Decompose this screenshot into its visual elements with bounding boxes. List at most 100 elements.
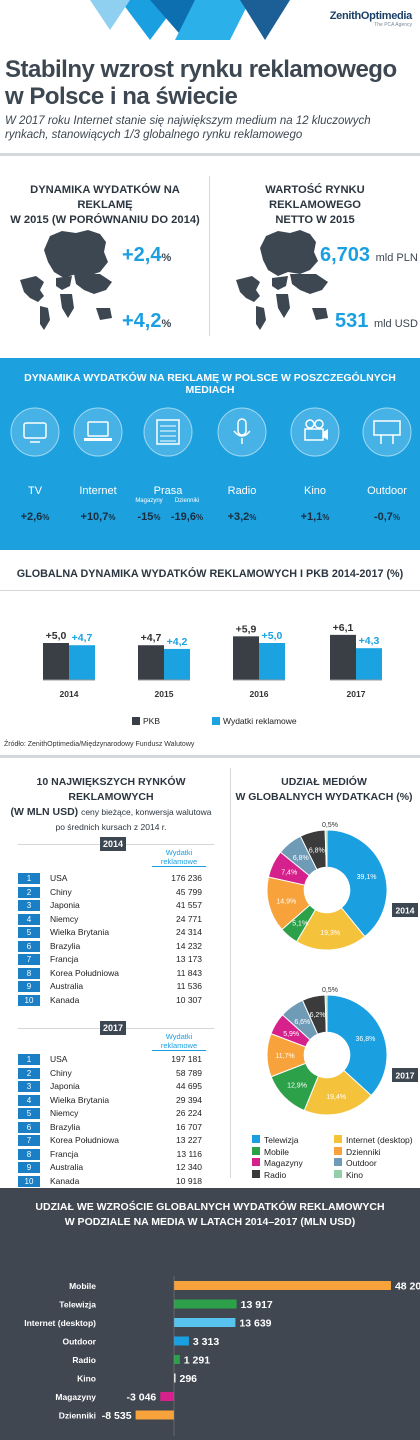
bar-label: +4,2 <box>167 636 188 648</box>
pie-slice-telewizja <box>326 994 388 1097</box>
legend-label: Magazyny <box>264 1158 303 1168</box>
newspaper-icon <box>143 407 193 457</box>
rank-value: 26 224 <box>176 1108 202 1118</box>
rank-value: 44 695 <box>176 1081 202 1091</box>
table-row: 9 Australia 11 536 <box>18 981 214 993</box>
rank-country: Francja <box>50 1148 79 1159</box>
legend-label: Mobile <box>264 1146 290 1157</box>
pie-value-label: 6,8% <box>293 855 309 862</box>
col-header-2017: Wydatki reklamowe <box>152 1032 206 1051</box>
market-value-title-line-2: NETTO W 2015 <box>275 214 355 226</box>
bar-ad-2015 <box>164 648 190 680</box>
media-label-prasa: Prasa <box>153 485 183 497</box>
rank-value: 10 918 <box>176 1175 202 1186</box>
pie-value-label: 39,1% <box>357 874 377 881</box>
col-header-2017-line-1: Wydatki <box>165 1032 193 1041</box>
growth-value-label: 13 639 <box>239 1318 271 1330</box>
legend-label: Telewizja <box>264 1135 299 1145</box>
rank-number: 8 <box>18 1148 40 1160</box>
pie-value-label: 5,1% <box>292 920 308 927</box>
growth-bar-outdoor <box>174 1336 189 1346</box>
legend-label: Kino <box>346 1169 364 1180</box>
rank-country: Kanada <box>50 1175 80 1186</box>
legend-swatch <box>252 1158 260 1166</box>
table-row: 7 Korea Południowa 13 227 <box>18 1135 214 1147</box>
rank-country: Chiny <box>50 1067 72 1078</box>
media-label-internet: Internet <box>79 485 117 497</box>
rank-value: 16 707 <box>176 1121 202 1132</box>
col-header-2017-line-2: reklamowe <box>160 1041 198 1050</box>
media-value-magazyny: -15% <box>137 511 161 523</box>
rank-number: 1 <box>18 1054 40 1065</box>
rank-value: 41 557 <box>176 900 202 910</box>
growth-share-section: UDZIAŁ WE WZROŚCIE GLOBALNYCH WYDATKÓW R… <box>0 1188 420 1440</box>
world-map-icon-2 <box>236 274 328 330</box>
rank-country: Francja <box>50 954 79 964</box>
media-value-kino: +1,1% <box>300 511 330 523</box>
bar-ad-2014 <box>69 645 95 680</box>
rank-country: Japonia <box>50 900 80 910</box>
legend-swatch <box>252 1135 260 1143</box>
bar-pkb-2016 <box>233 636 259 680</box>
table-row: 3 Japonia 44 695 <box>18 1081 214 1093</box>
rank-number: 8 <box>18 967 40 979</box>
dynamics-title-line-1: DYNAMIKA WYDATKÓW NA REKLAMĘ <box>30 184 180 211</box>
growth-bar-magazyny <box>160 1392 174 1401</box>
growth-value-label: 13 917 <box>241 1299 273 1311</box>
brand-logo: ZenithOptimedia The PCA Agency <box>330 10 413 28</box>
source-note: Źródło: ZenithOptimedia/Międzynarodowy F… <box>4 741 195 748</box>
pie-value-label: 14,9% <box>276 898 296 905</box>
page-subtitle: W 2017 roku Internet stanie się najwięks… <box>5 115 371 141</box>
rank-value: 45 799 <box>176 886 202 897</box>
legend-label: Dzienniki <box>346 1146 381 1157</box>
legend-swatch <box>252 1169 260 1178</box>
pie-slice-telewizja <box>326 829 388 938</box>
media-value-radio: +3,2% <box>227 511 257 523</box>
growth-bar-internet-desktop- <box>174 1318 236 1327</box>
rank-value: 11 843 <box>176 967 202 978</box>
section-divider <box>0 153 420 156</box>
pie-value-label: 36,8% <box>356 1036 376 1043</box>
table-row: 2 Chiny 45 799 <box>18 886 214 899</box>
media-share-title-line-2: W GLOBALNYCH WYDATKACH (%) <box>235 791 413 803</box>
legend-item: Dzienniki <box>334 1146 381 1157</box>
year-tag-2014: 2014 <box>100 837 126 851</box>
pie-slice-internet-desktop- <box>295 906 366 951</box>
title-line-2: w Polsce i na świecie <box>5 83 238 110</box>
table-row: 6 Brazylia 16 707 <box>18 1121 214 1134</box>
legend-label-ad: Wydatki reklamowe <box>223 716 297 726</box>
growth-category-label: Outdoor <box>62 1337 96 1347</box>
media-label-kino: Kino <box>303 485 327 497</box>
x-tick-label: 2017 <box>347 689 366 699</box>
x-tick-label: 2016 <box>250 689 269 699</box>
section-divider-2 <box>0 590 420 591</box>
legend-swatch <box>252 1146 260 1155</box>
table-row: 3 Japonia 41 557 <box>18 900 214 912</box>
bar-label: +5,0 <box>262 630 283 642</box>
pie-year-label: 2014 <box>396 906 415 916</box>
media-sublabel-magazyny: Magazyny <box>135 498 163 504</box>
rank-number: 10 <box>18 1175 40 1187</box>
vertical-divider <box>209 176 210 336</box>
top-banner: ZenithOptimedia The PCA Agency <box>0 0 420 40</box>
col-header-2014-line-2: reklamowe <box>160 857 198 866</box>
poland-dynamics-value: +2,4% <box>122 244 172 266</box>
bar-ad-2016 <box>259 643 285 680</box>
growth-category-label: Radio <box>72 1355 96 1365</box>
pie-value-label: 11,7% <box>275 1053 294 1060</box>
legend-item: Internet (desktop) <box>334 1135 413 1145</box>
bar-label: +6,1 <box>333 622 354 634</box>
vertical-divider-2 <box>230 768 231 1178</box>
x-tick-label: 2015 <box>155 689 174 699</box>
table-row: 6 Brazylia 14 232 <box>18 940 214 953</box>
media-value-outdoor: -0,7% <box>373 511 401 523</box>
poland-map-icon <box>44 230 108 278</box>
poland-map-icon-2 <box>260 230 318 276</box>
growth-share-chart: Mobile 48 200 Telewizja 13 917 Internet (des… <box>24 1276 420 1436</box>
growth-category-label: Magazyny <box>55 1392 96 1402</box>
table-row: 5 Niemcy 26 224 <box>18 1108 214 1120</box>
table-row: 5 Wielka Brytania 24 314 <box>18 927 214 939</box>
bar-label: +4,3 <box>359 635 380 647</box>
legend-swatch <box>334 1158 342 1166</box>
rank-value: 14 232 <box>176 940 202 951</box>
